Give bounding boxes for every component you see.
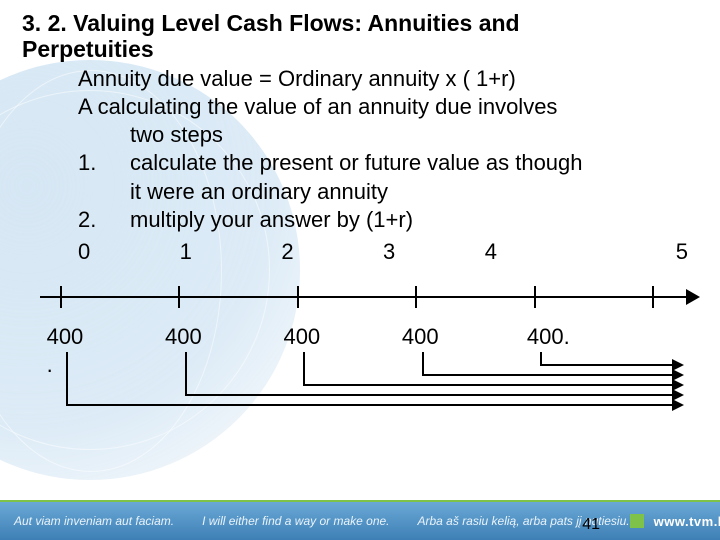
section-title: 3. 2. Valuing Level Cash Flows: Annuitie… [22, 10, 698, 63]
step-2-text: multiply your answer by (1+r) [130, 206, 698, 234]
time-1: 1 [180, 238, 282, 266]
timeline-tick [297, 286, 299, 308]
intro-line: A calculating the value of an annuity du… [22, 93, 698, 121]
cash-2: 400 [283, 324, 320, 350]
steps-list: 1. calculate the present or future value… [22, 149, 698, 233]
footer-logo: www.tvm.lt [630, 514, 720, 529]
motto-english: I will either find a way or make one. [202, 514, 389, 528]
timeline-tick [652, 286, 654, 308]
cash-3: 400 [402, 324, 439, 350]
logo-square-icon [630, 514, 644, 528]
body-text: Annuity due value = Ordinary annuity x (… [22, 65, 698, 266]
footer-mottos: Aut viam inveniam aut faciam. I will eit… [14, 514, 630, 528]
time-3: 3 [383, 238, 485, 266]
step-1: 1. calculate the present or future value… [78, 149, 698, 205]
timeline-tick [534, 286, 536, 308]
step-2: 2. multiply your answer by (1+r) [78, 206, 698, 234]
cash-0: 400 [47, 324, 84, 350]
content: 3. 2. Valuing Level Cash Flows: Annuitie… [0, 0, 720, 266]
time-4: 4 [485, 238, 587, 266]
footer: Aut viam inveniam aut faciam. I will eit… [0, 502, 720, 540]
logo-text: www.tvm.lt [654, 514, 720, 529]
timeline-tick [415, 286, 417, 308]
time-0: 0 [78, 238, 180, 266]
cash-4: 400. [527, 324, 570, 350]
step-2-number: 2. [78, 206, 130, 234]
timeline-tick [60, 286, 62, 308]
intro-line-2: two steps [22, 121, 698, 149]
step-1-number: 1. [78, 149, 130, 205]
timeline-labels: 0 1 2 3 4 5 [22, 238, 698, 266]
motto-latin: Aut viam inveniam aut faciam. [14, 514, 174, 528]
slide: 3. 2. Valuing Level Cash Flows: Annuitie… [0, 0, 720, 540]
step-1-text: calculate the present or future value as… [130, 149, 698, 205]
step-1-text-a: calculate the present or future value as… [130, 150, 583, 175]
cashflow-diagram: 400 400 400 400 400. . [40, 280, 698, 440]
cash-1: 400 [165, 324, 202, 350]
title-line-1: 3. 2. Valuing Level Cash Flows: Annuitie… [22, 10, 520, 36]
timeline-tick [178, 286, 180, 308]
formula-line: Annuity due value = Ordinary annuity x (… [22, 65, 698, 93]
axis-arrowhead-icon [686, 289, 700, 305]
page-number: 41 [582, 516, 600, 534]
time-5: 5 [586, 238, 698, 266]
time-2: 2 [281, 238, 383, 266]
cash-dot: . [47, 352, 53, 378]
step-1-text-b: it were an ordinary annuity [130, 179, 388, 204]
timeline-axis [40, 296, 698, 298]
title-line-2: Perpetuities [22, 36, 154, 62]
